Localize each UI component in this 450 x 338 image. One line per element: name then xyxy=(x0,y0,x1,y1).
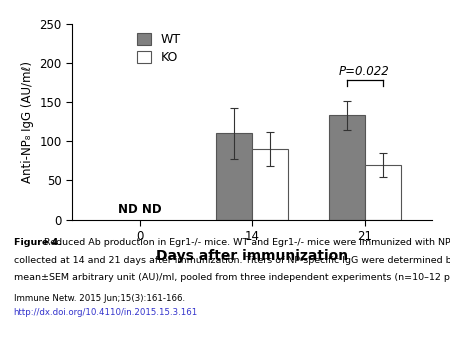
Bar xyxy=(364,165,400,220)
Bar xyxy=(252,149,288,220)
Bar xyxy=(216,134,252,220)
Text: P=0.022: P=0.022 xyxy=(339,65,390,78)
Text: ND ND: ND ND xyxy=(118,203,161,216)
Text: Reduced Ab production in ⁠Egr1⁠-/- mice. WT and ⁠Egr1⁠-/- mice were immunized wi: Reduced Ab production in ⁠Egr1⁠-/- mice.… xyxy=(41,238,450,247)
Text: mean±SEM arbitrary unit (AU)/ml, pooled from three independent experiments (n=10: mean±SEM arbitrary unit (AU)/ml, pooled … xyxy=(14,273,450,283)
X-axis label: Days after immunization: Days after immunization xyxy=(156,249,348,263)
Bar xyxy=(328,115,364,220)
Text: collected at 14 and 21 days after immunization. Titers of NP-specific IgG were d: collected at 14 and 21 days after immuni… xyxy=(14,256,450,265)
Y-axis label: Anti-NP₈ IgG (AU/mℓ): Anti-NP₈ IgG (AU/mℓ) xyxy=(21,61,34,183)
Text: Figure 4.: Figure 4. xyxy=(14,238,62,247)
Text: http://dx.doi.org/10.4110/in.2015.15.3.161: http://dx.doi.org/10.4110/in.2015.15.3.1… xyxy=(14,308,198,317)
Legend: WT, KO: WT, KO xyxy=(132,28,186,69)
Text: Immune Netw. 2015 Jun;15(3):161-166.: Immune Netw. 2015 Jun;15(3):161-166. xyxy=(14,294,184,303)
